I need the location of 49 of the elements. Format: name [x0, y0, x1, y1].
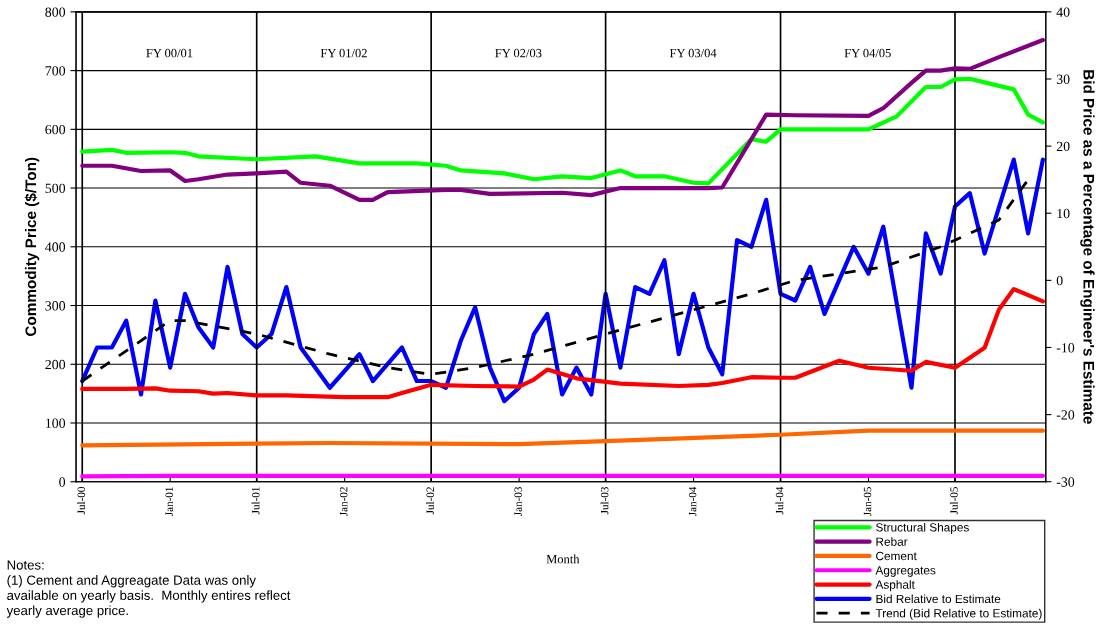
y-tick-label: 500: [45, 183, 66, 194]
annotation: FY 01/02: [320, 48, 367, 58]
legend-label: Asphalt: [875, 580, 915, 592]
y-tick-label: 400: [45, 242, 66, 252]
y2-tick-label: -10: [1056, 343, 1075, 353]
y2-tick-label: 40: [1056, 7, 1070, 17]
x-tick-label: Jan-05: [863, 487, 872, 516]
y2-tick-label: 10: [1057, 208, 1070, 219]
y2-tick-label: 0: [1056, 275, 1063, 286]
y-tick-label: 600: [45, 124, 66, 135]
x-tick-label: Jul-05: [949, 487, 958, 515]
legend-label: Structural Shapes: [876, 522, 969, 534]
x-tick-label: Jan-04: [688, 486, 697, 516]
legend-label: Cement: [876, 551, 917, 561]
y2-tick-label: 30: [1056, 74, 1070, 84]
x-tick-label: Jan-01: [165, 487, 173, 516]
legend-label: Trend (Bid Relative to Estimate): [875, 608, 1042, 620]
annotation: FY 00/01: [146, 48, 193, 58]
x-tick-label: Jul-00: [77, 487, 86, 515]
line-series: [80, 157, 1046, 404]
legend-label: Bid Relative to Estimate: [876, 594, 1001, 604]
line-series: [80, 428, 1046, 448]
y2-tick-label: -20: [1056, 410, 1075, 420]
annotation: FY 04/05: [844, 48, 891, 58]
y2-tick-label: -30: [1056, 477, 1075, 487]
annotation: FY 03/04: [669, 48, 717, 58]
y-tick-label: 0: [59, 477, 66, 487]
text: Notes: (1) Cement and Aggreagate Data was only available on yearly basis. Monthly entires reflect yearly average price.: [6, 560, 291, 618]
line-series: [80, 76, 1046, 186]
x-tick-label: Jul-02: [426, 487, 434, 515]
annotation: FY 02/03: [495, 48, 542, 58]
x-tick-label: Jul-04: [775, 486, 784, 515]
x-tick-label: Jan-03: [514, 487, 522, 516]
y-tick-label: 100: [46, 418, 66, 428]
y-tick-label: 300: [45, 301, 66, 311]
y2-axis-title: Bid Price as a Percentage of Engineer's Estimate: [1080, 70, 1095, 424]
y-tick-label: 800: [45, 7, 66, 17]
x-tick-label: Jul-03: [600, 487, 609, 515]
line-series: [80, 286, 1046, 400]
y2-tick-label: 20: [1056, 141, 1070, 152]
legend-label: Rebar: [876, 537, 908, 546]
x-tick-label: Jul-01: [251, 487, 260, 515]
x-axis-title: Month: [546, 554, 580, 564]
x-tick-label: Jan-02: [339, 487, 348, 516]
y-axis-title: Commodity Price ($/Ton): [24, 157, 40, 336]
legend-label: Aggregates: [875, 566, 936, 577]
line-series: [80, 37, 1046, 202]
y-tick-label: 700: [45, 66, 66, 76]
y-tick-label: 200: [45, 359, 66, 370]
